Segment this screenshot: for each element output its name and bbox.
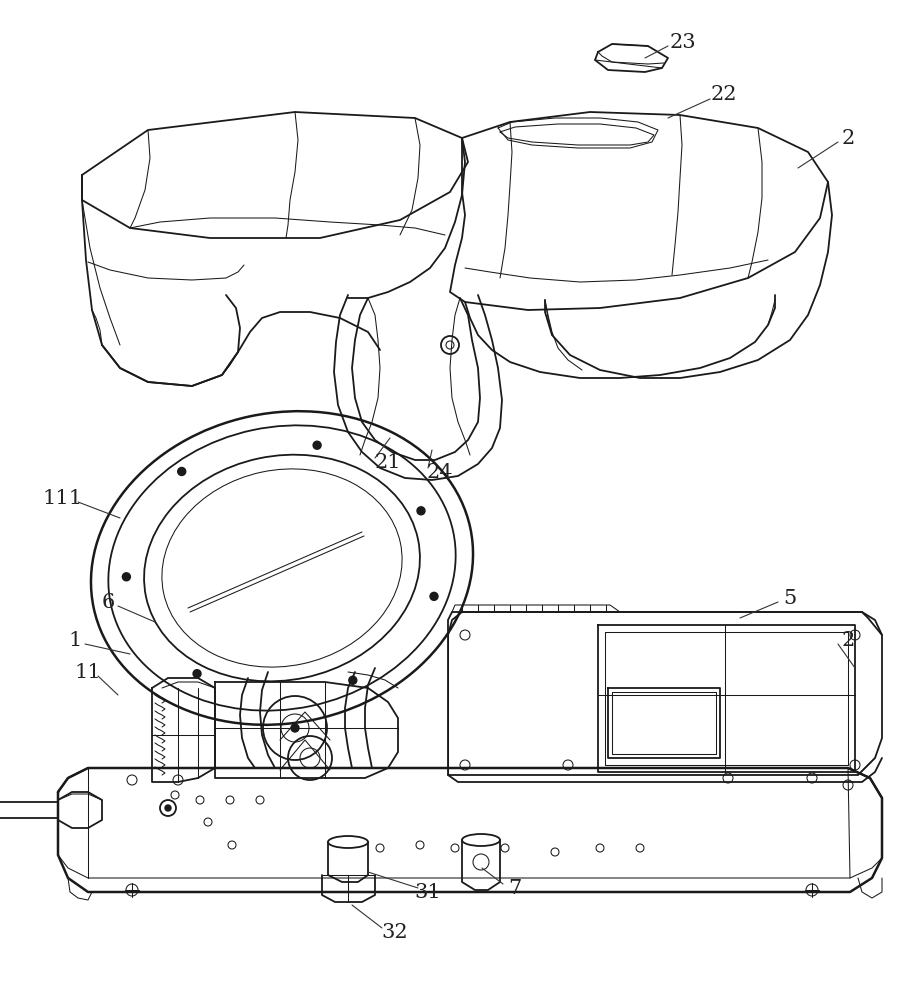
Circle shape: [291, 724, 299, 732]
Circle shape: [349, 676, 357, 684]
Circle shape: [165, 805, 171, 811]
Circle shape: [123, 573, 130, 581]
Text: 7: 7: [508, 879, 522, 898]
Circle shape: [178, 467, 185, 475]
Text: 111: 111: [41, 488, 82, 508]
Text: 22: 22: [711, 86, 738, 104]
Circle shape: [193, 670, 201, 678]
Text: 32: 32: [382, 922, 408, 942]
Text: 2: 2: [842, 631, 855, 650]
Text: 21: 21: [374, 452, 401, 472]
Text: 23: 23: [669, 32, 696, 51]
Text: 24: 24: [427, 462, 454, 482]
Text: 11: 11: [75, 662, 101, 682]
Text: 1: 1: [68, 631, 82, 650]
Circle shape: [430, 592, 438, 600]
Text: 6: 6: [101, 592, 114, 611]
Circle shape: [417, 507, 425, 515]
Circle shape: [313, 441, 321, 449]
Text: 5: 5: [784, 588, 797, 607]
Text: 31: 31: [415, 882, 442, 902]
Text: 2: 2: [842, 128, 855, 147]
